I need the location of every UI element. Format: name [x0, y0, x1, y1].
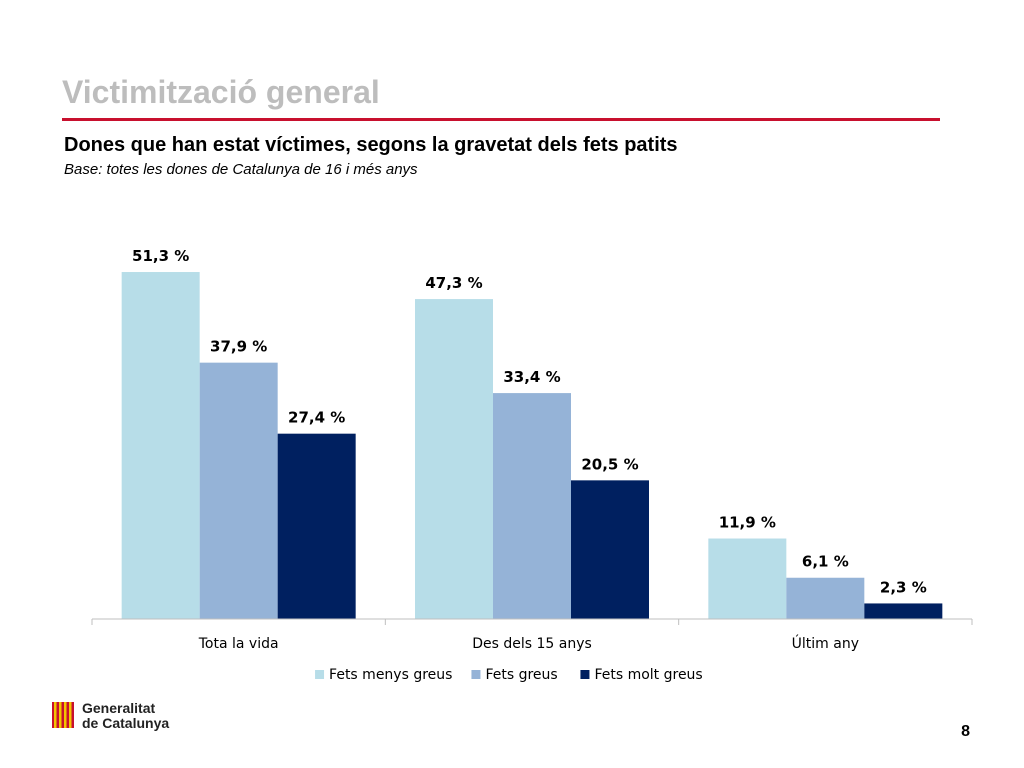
chart-subtitle: Dones que han estat víctimes, segons la … — [64, 134, 678, 156]
bar — [708, 538, 787, 619]
bar — [571, 480, 649, 619]
slide-title: Victimització general — [62, 74, 380, 110]
data-label: 37,9 % — [210, 338, 267, 356]
brand-line-2: de Catalunya — [82, 715, 170, 731]
bar — [277, 433, 356, 619]
legend-entry: Fets menys greus — [329, 667, 452, 683]
data-label: 11,9 % — [719, 514, 776, 532]
title-divider — [62, 118, 940, 121]
bar — [786, 577, 865, 619]
legend-entry: Fets molt greus — [594, 667, 702, 683]
legend-swatch — [471, 670, 481, 679]
bar — [121, 272, 200, 619]
brand-name: Generalitat de Catalunya — [82, 701, 169, 731]
data-label: 6,1 % — [802, 553, 849, 571]
data-label: 51,3 % — [132, 247, 189, 265]
x-tick-label: Últim any — [792, 634, 859, 652]
bar-chart: 51,3 % 37,9 % 27,4 % Tota la vida 47,3 % 33,4… — [91, 247, 973, 683]
data-label: 47,3 % — [425, 274, 482, 292]
data-label: 27,4 % — [288, 409, 345, 427]
bar — [864, 603, 943, 619]
base-note: Base: totes les dones de Catalunya de 16… — [64, 161, 418, 178]
data-label: 2,3 % — [880, 578, 927, 596]
legend-swatch — [580, 670, 590, 679]
x-tick-label: Tota la vida — [198, 636, 279, 652]
page-number: 8 — [961, 723, 970, 740]
data-label: 33,4 % — [503, 368, 560, 386]
brand-line-1: Generalitat — [82, 700, 156, 716]
legend-entry: Fets greus — [485, 667, 557, 683]
x-tick-label: Des dels 15 anys — [472, 636, 592, 652]
generalitat-logo-icon — [52, 702, 74, 728]
bar — [415, 299, 493, 619]
data-label: 20,5 % — [581, 455, 638, 473]
bar — [199, 362, 278, 619]
bar — [493, 393, 571, 619]
legend-swatch — [315, 670, 325, 679]
